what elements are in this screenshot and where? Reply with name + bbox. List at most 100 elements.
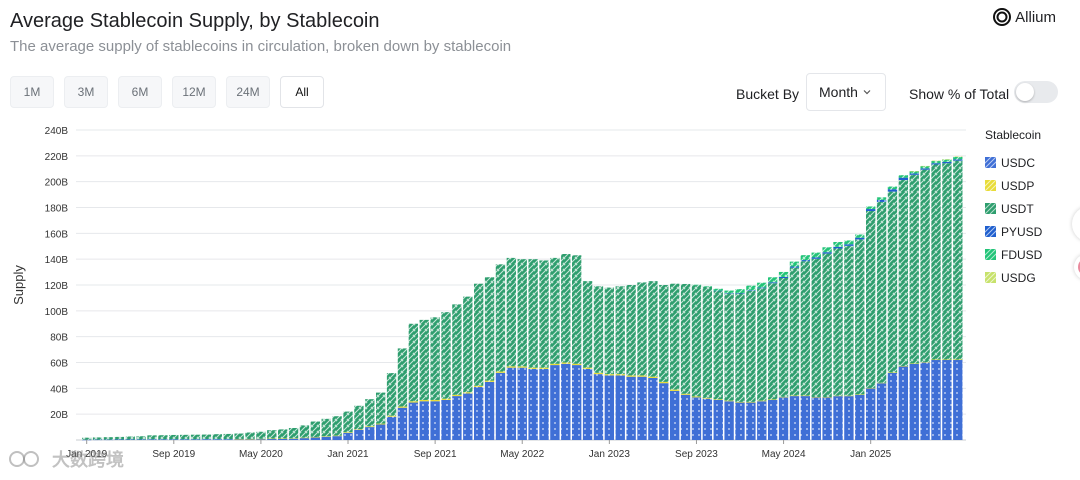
show-percent-toggle[interactable] xyxy=(1014,81,1058,103)
x-tick-label: May 2020 xyxy=(239,449,283,460)
bar-usdp xyxy=(267,438,277,440)
bar-usdt xyxy=(735,293,745,402)
bar-usdc xyxy=(441,399,451,440)
legend-item-fdusd[interactable]: FDUSD xyxy=(985,243,1042,266)
bucket-by-label: Bucket By xyxy=(736,86,800,102)
bar-usdp xyxy=(833,395,843,397)
bar-usdc xyxy=(408,402,419,440)
bar-pyusd xyxy=(887,189,898,192)
bar-usdc xyxy=(332,436,342,441)
bar-pyusd xyxy=(920,168,930,170)
bar-usdc xyxy=(212,439,223,440)
bar-usdp xyxy=(278,438,288,439)
bar-usdc xyxy=(735,402,745,440)
bar-usdp xyxy=(288,438,299,439)
bar-usdt xyxy=(125,436,135,440)
brand-logo: Allium xyxy=(993,8,1056,26)
bar-usdc xyxy=(528,368,538,440)
y-tick-label: 200B xyxy=(45,178,69,189)
bar-usdt xyxy=(321,418,331,437)
side-avatar-button[interactable] xyxy=(1074,254,1080,280)
bar-usdt xyxy=(386,373,397,416)
bar-usdp xyxy=(332,435,342,437)
bar-usdc xyxy=(757,401,767,440)
legend-title: Stablecoin xyxy=(985,128,1042,142)
bar-usdt xyxy=(310,421,321,438)
range-24m-button[interactable]: 24M xyxy=(226,76,270,108)
bar-fdusd xyxy=(887,186,898,190)
bar-usdc xyxy=(953,359,963,440)
bar-usdc xyxy=(768,399,778,440)
range-3m-button[interactable]: 3M xyxy=(64,76,108,108)
bar-usdt xyxy=(376,392,386,424)
bar-usdc xyxy=(158,439,168,440)
bar-pyusd xyxy=(855,237,865,240)
bucket-by-select[interactable]: Month xyxy=(806,73,886,111)
bar-usdc xyxy=(517,367,527,440)
bar-usdt xyxy=(343,411,353,433)
bar-usdc xyxy=(147,439,157,440)
bar-usdt xyxy=(114,436,125,440)
bar-usdt xyxy=(789,267,800,396)
bar-usdc xyxy=(572,365,582,440)
bar-usdt xyxy=(920,169,930,363)
show-percent-label: Show % of Total xyxy=(909,86,1010,102)
bar-usdc xyxy=(125,439,135,440)
bar-usdt xyxy=(800,261,811,396)
bar-usdp xyxy=(778,396,789,398)
legend-label: FDUSD xyxy=(1001,247,1043,262)
range-12m-button[interactable]: 12M xyxy=(172,76,216,108)
bar-usdc xyxy=(931,359,941,440)
bar-usdc xyxy=(321,436,331,440)
y-tick-label: 60B xyxy=(50,359,68,370)
bar-pyusd xyxy=(713,290,723,292)
legend-item-usdc[interactable]: USDC xyxy=(985,151,1042,174)
bar-usdp xyxy=(746,401,756,403)
bar-usdp xyxy=(245,438,255,440)
y-tick-label: 120B xyxy=(45,281,69,292)
bar-usdc xyxy=(474,387,484,440)
bar-fdusd xyxy=(713,288,723,291)
bar-usdt xyxy=(593,286,604,373)
bar-usdc xyxy=(288,438,299,440)
legend-item-usdg[interactable]: USDG xyxy=(985,266,1042,289)
bar-fdusd xyxy=(702,286,713,287)
bar-usdc xyxy=(876,383,887,440)
x-tick-label: Jan 2023 xyxy=(589,449,631,460)
bar-usdp xyxy=(495,371,506,373)
x-tick-label: Sep 2023 xyxy=(675,449,718,460)
y-tick-label: 220B xyxy=(45,152,69,163)
bar-usdt xyxy=(223,433,233,440)
bar-usdt xyxy=(604,287,615,375)
bar-usdt xyxy=(528,259,538,368)
allium-logo-icon xyxy=(993,8,1012,26)
bar-usdt xyxy=(898,179,909,366)
time-range-selector: 1M 3M 6M 12M 24M All xyxy=(10,76,324,108)
legend-item-usdp[interactable]: USDP xyxy=(985,174,1042,197)
legend-item-pyusd[interactable]: PYUSD xyxy=(985,220,1042,243)
bar-usdp xyxy=(691,396,702,398)
bar-usdp xyxy=(822,396,832,398)
range-6m-button[interactable]: 6M xyxy=(118,76,162,108)
bar-usdt xyxy=(670,283,680,390)
bar-usdc xyxy=(299,438,310,440)
y-axis-label: Supply xyxy=(11,265,26,305)
y-tick-label: 100B xyxy=(45,307,69,318)
range-all-button[interactable]: All xyxy=(280,76,324,108)
legend-item-usdt[interactable]: USDT xyxy=(985,197,1042,220)
bar-usdc xyxy=(539,368,549,440)
bar-usdc xyxy=(376,424,386,440)
bar-usdt xyxy=(506,257,517,367)
range-1m-button[interactable]: 1M xyxy=(10,76,54,108)
bar-usdt xyxy=(267,430,277,439)
bar-usdc xyxy=(811,397,821,441)
bar-usdc xyxy=(256,438,266,440)
watermark-text: 大数跨境 xyxy=(52,450,124,470)
bar-usdc xyxy=(866,388,876,440)
bar-usdc xyxy=(615,375,625,440)
bar-usdp xyxy=(539,367,549,369)
bar-usdt xyxy=(855,239,865,395)
side-widget-button[interactable] xyxy=(1072,206,1080,242)
bar-usdp xyxy=(441,398,451,400)
bar-usdc xyxy=(234,439,244,440)
